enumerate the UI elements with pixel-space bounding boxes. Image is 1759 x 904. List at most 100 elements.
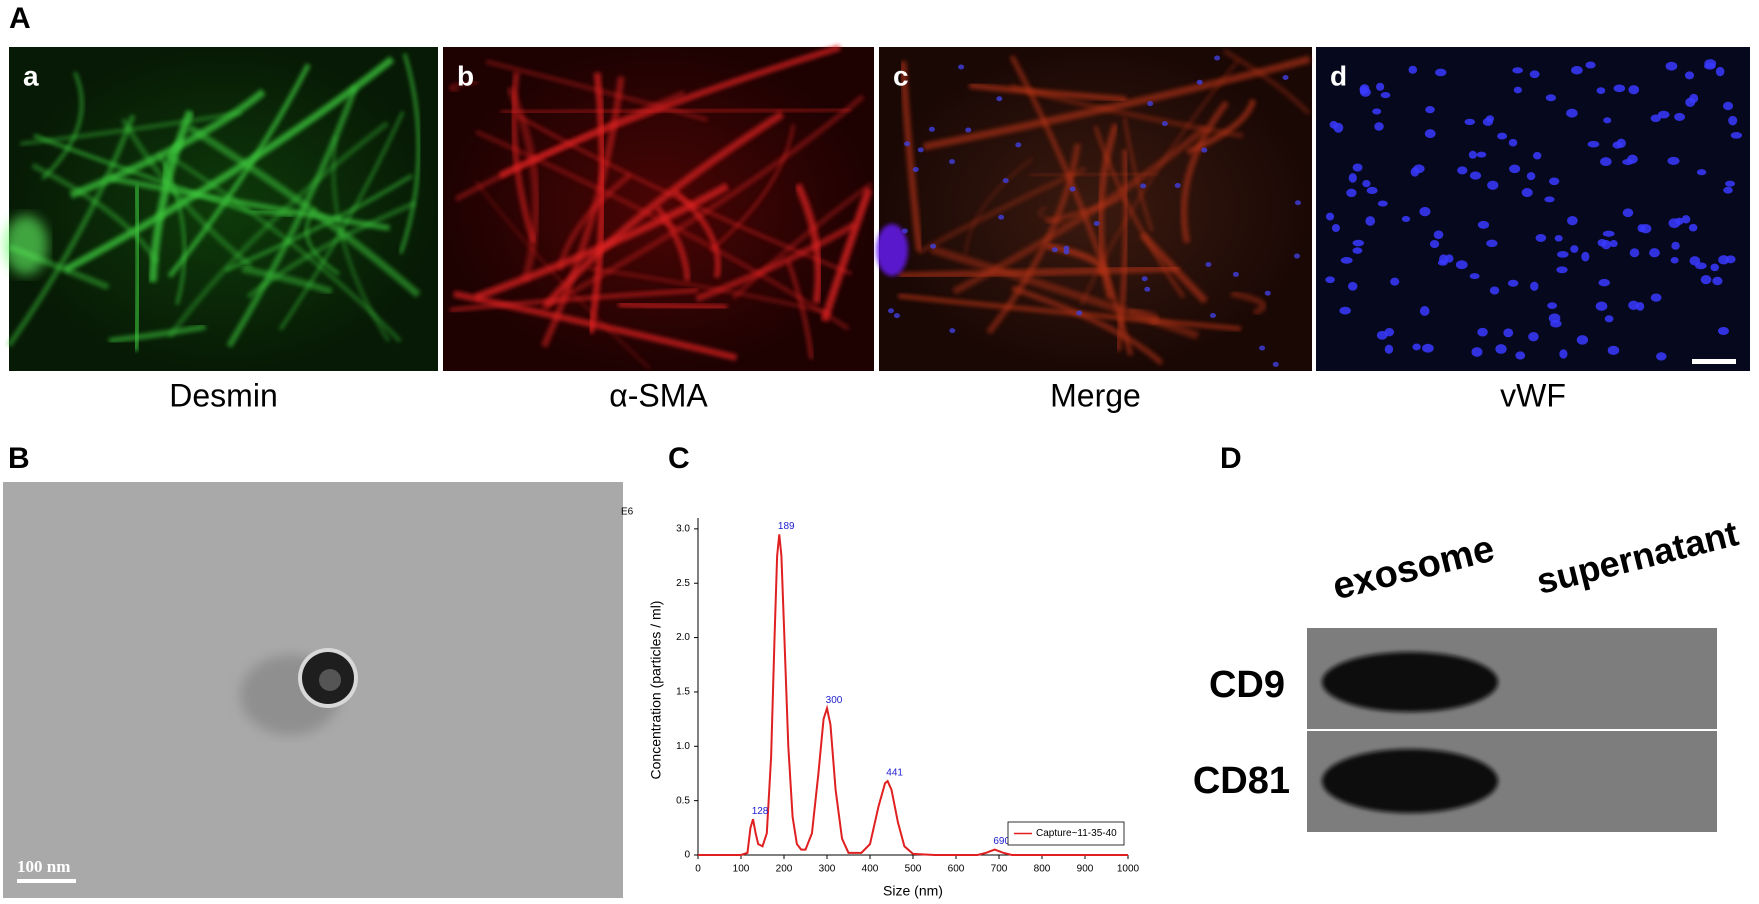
- lane-label: exosome: [1329, 528, 1499, 609]
- artifact: [4, 215, 48, 275]
- cell-fiber: [449, 81, 478, 93]
- nucleus: [1445, 254, 1454, 263]
- cell-fiber: [556, 172, 632, 271]
- nucleus: [1051, 247, 1058, 253]
- cell-fiber: [1009, 55, 1134, 356]
- nucleus: [1469, 273, 1480, 280]
- nucleus: [1548, 313, 1561, 324]
- nucleus: [1717, 326, 1730, 336]
- panel-letter: B: [8, 442, 30, 475]
- cell-fiber: [148, 109, 195, 283]
- image-letter: c: [893, 60, 909, 91]
- nucleus: [1607, 345, 1620, 355]
- nucleus: [1413, 164, 1425, 174]
- nucleus: [1596, 87, 1606, 95]
- vesicle-core: [319, 669, 341, 691]
- cell-fiber: [31, 163, 159, 264]
- panel-letter: A: [9, 2, 31, 35]
- image-caption: Desmin: [169, 377, 277, 413]
- nucleus: [1674, 112, 1686, 121]
- nucleus: [1372, 108, 1382, 115]
- scale-label: 100 nm: [17, 857, 70, 876]
- nucleus: [1375, 82, 1385, 91]
- cell-fiber: [1011, 285, 1164, 366]
- nucleus: [998, 214, 1005, 220]
- cell-fiber: [898, 293, 1242, 331]
- nucleus: [1352, 247, 1363, 254]
- nucleus: [1597, 238, 1607, 247]
- nucleus: [1685, 97, 1696, 108]
- nucleus: [1712, 276, 1723, 286]
- nucleus: [1513, 86, 1522, 94]
- x-tick-label: 900: [1077, 864, 1094, 875]
- row-label: CD81: [1193, 760, 1290, 802]
- cell-fiber: [132, 185, 142, 351]
- cell-fiber: [930, 245, 1200, 340]
- cell-fiber: [964, 157, 1034, 255]
- nucleus: [904, 141, 911, 147]
- cell-fiber: [6, 114, 136, 347]
- nucleus: [1567, 215, 1578, 226]
- nucleus: [1333, 122, 1344, 133]
- nucleus: [1725, 180, 1736, 187]
- nucleus: [1509, 164, 1521, 174]
- x-tick-label: 600: [948, 864, 965, 875]
- cell-fiber: [540, 94, 865, 311]
- nucleus: [1556, 266, 1568, 274]
- cd81-band: [1322, 749, 1498, 813]
- nucleus: [1628, 85, 1640, 95]
- nucleus: [1282, 75, 1289, 81]
- nucleus: [1598, 278, 1610, 287]
- nucleus: [1665, 61, 1678, 71]
- cell-fiber: [695, 221, 857, 302]
- nucleus: [1464, 118, 1476, 126]
- nucleus: [965, 127, 972, 133]
- nucleus: [1477, 327, 1488, 337]
- nucleus: [1609, 239, 1618, 248]
- cell-fiber: [449, 288, 699, 313]
- nucleus: [1435, 68, 1447, 77]
- cell-fiber: [506, 85, 540, 282]
- nucleus: [888, 308, 895, 314]
- nucleus: [1063, 249, 1070, 255]
- nucleus: [1700, 274, 1712, 285]
- cell-fiber: [485, 60, 708, 122]
- image-letter: a: [23, 60, 39, 91]
- nucleus: [1422, 343, 1434, 353]
- nucleus: [1503, 328, 1514, 338]
- nucleus: [1468, 150, 1477, 159]
- nucleus: [1174, 183, 1181, 189]
- cell-fiber: [399, 53, 421, 254]
- cell-fiber: [820, 187, 873, 323]
- y-tick-label: 0: [684, 850, 690, 861]
- cell-fiber: [786, 260, 814, 360]
- nucleus: [1544, 196, 1555, 203]
- nucleus: [1545, 94, 1557, 102]
- nucleus: [1063, 245, 1070, 251]
- nucleus: [928, 126, 935, 132]
- nucleus: [1650, 293, 1662, 302]
- nucleus: [1331, 223, 1340, 233]
- nucleus: [1272, 361, 1279, 367]
- nucleus: [1532, 151, 1542, 160]
- panel-letter: C: [668, 442, 690, 475]
- nucleus: [1530, 281, 1539, 291]
- x-tick-label: 100: [733, 864, 750, 875]
- y-tick-label: 2.0: [676, 632, 690, 643]
- nucleus: [1670, 257, 1679, 264]
- nucleus: [1161, 121, 1168, 127]
- cd9-band: [1322, 652, 1498, 712]
- cell-fiber: [917, 166, 1087, 255]
- nucleus: [1429, 240, 1440, 249]
- nucleus: [1259, 345, 1266, 351]
- nucleus: [1640, 223, 1652, 234]
- nucleus: [1681, 215, 1691, 224]
- cell-fiber: [986, 143, 1081, 335]
- nucleus: [1384, 327, 1395, 337]
- nucleus: [1325, 276, 1335, 284]
- nucleus: [1649, 248, 1660, 258]
- nucleus: [1093, 221, 1100, 227]
- nucleus: [1723, 186, 1733, 194]
- x-tick-label: 300: [819, 864, 836, 875]
